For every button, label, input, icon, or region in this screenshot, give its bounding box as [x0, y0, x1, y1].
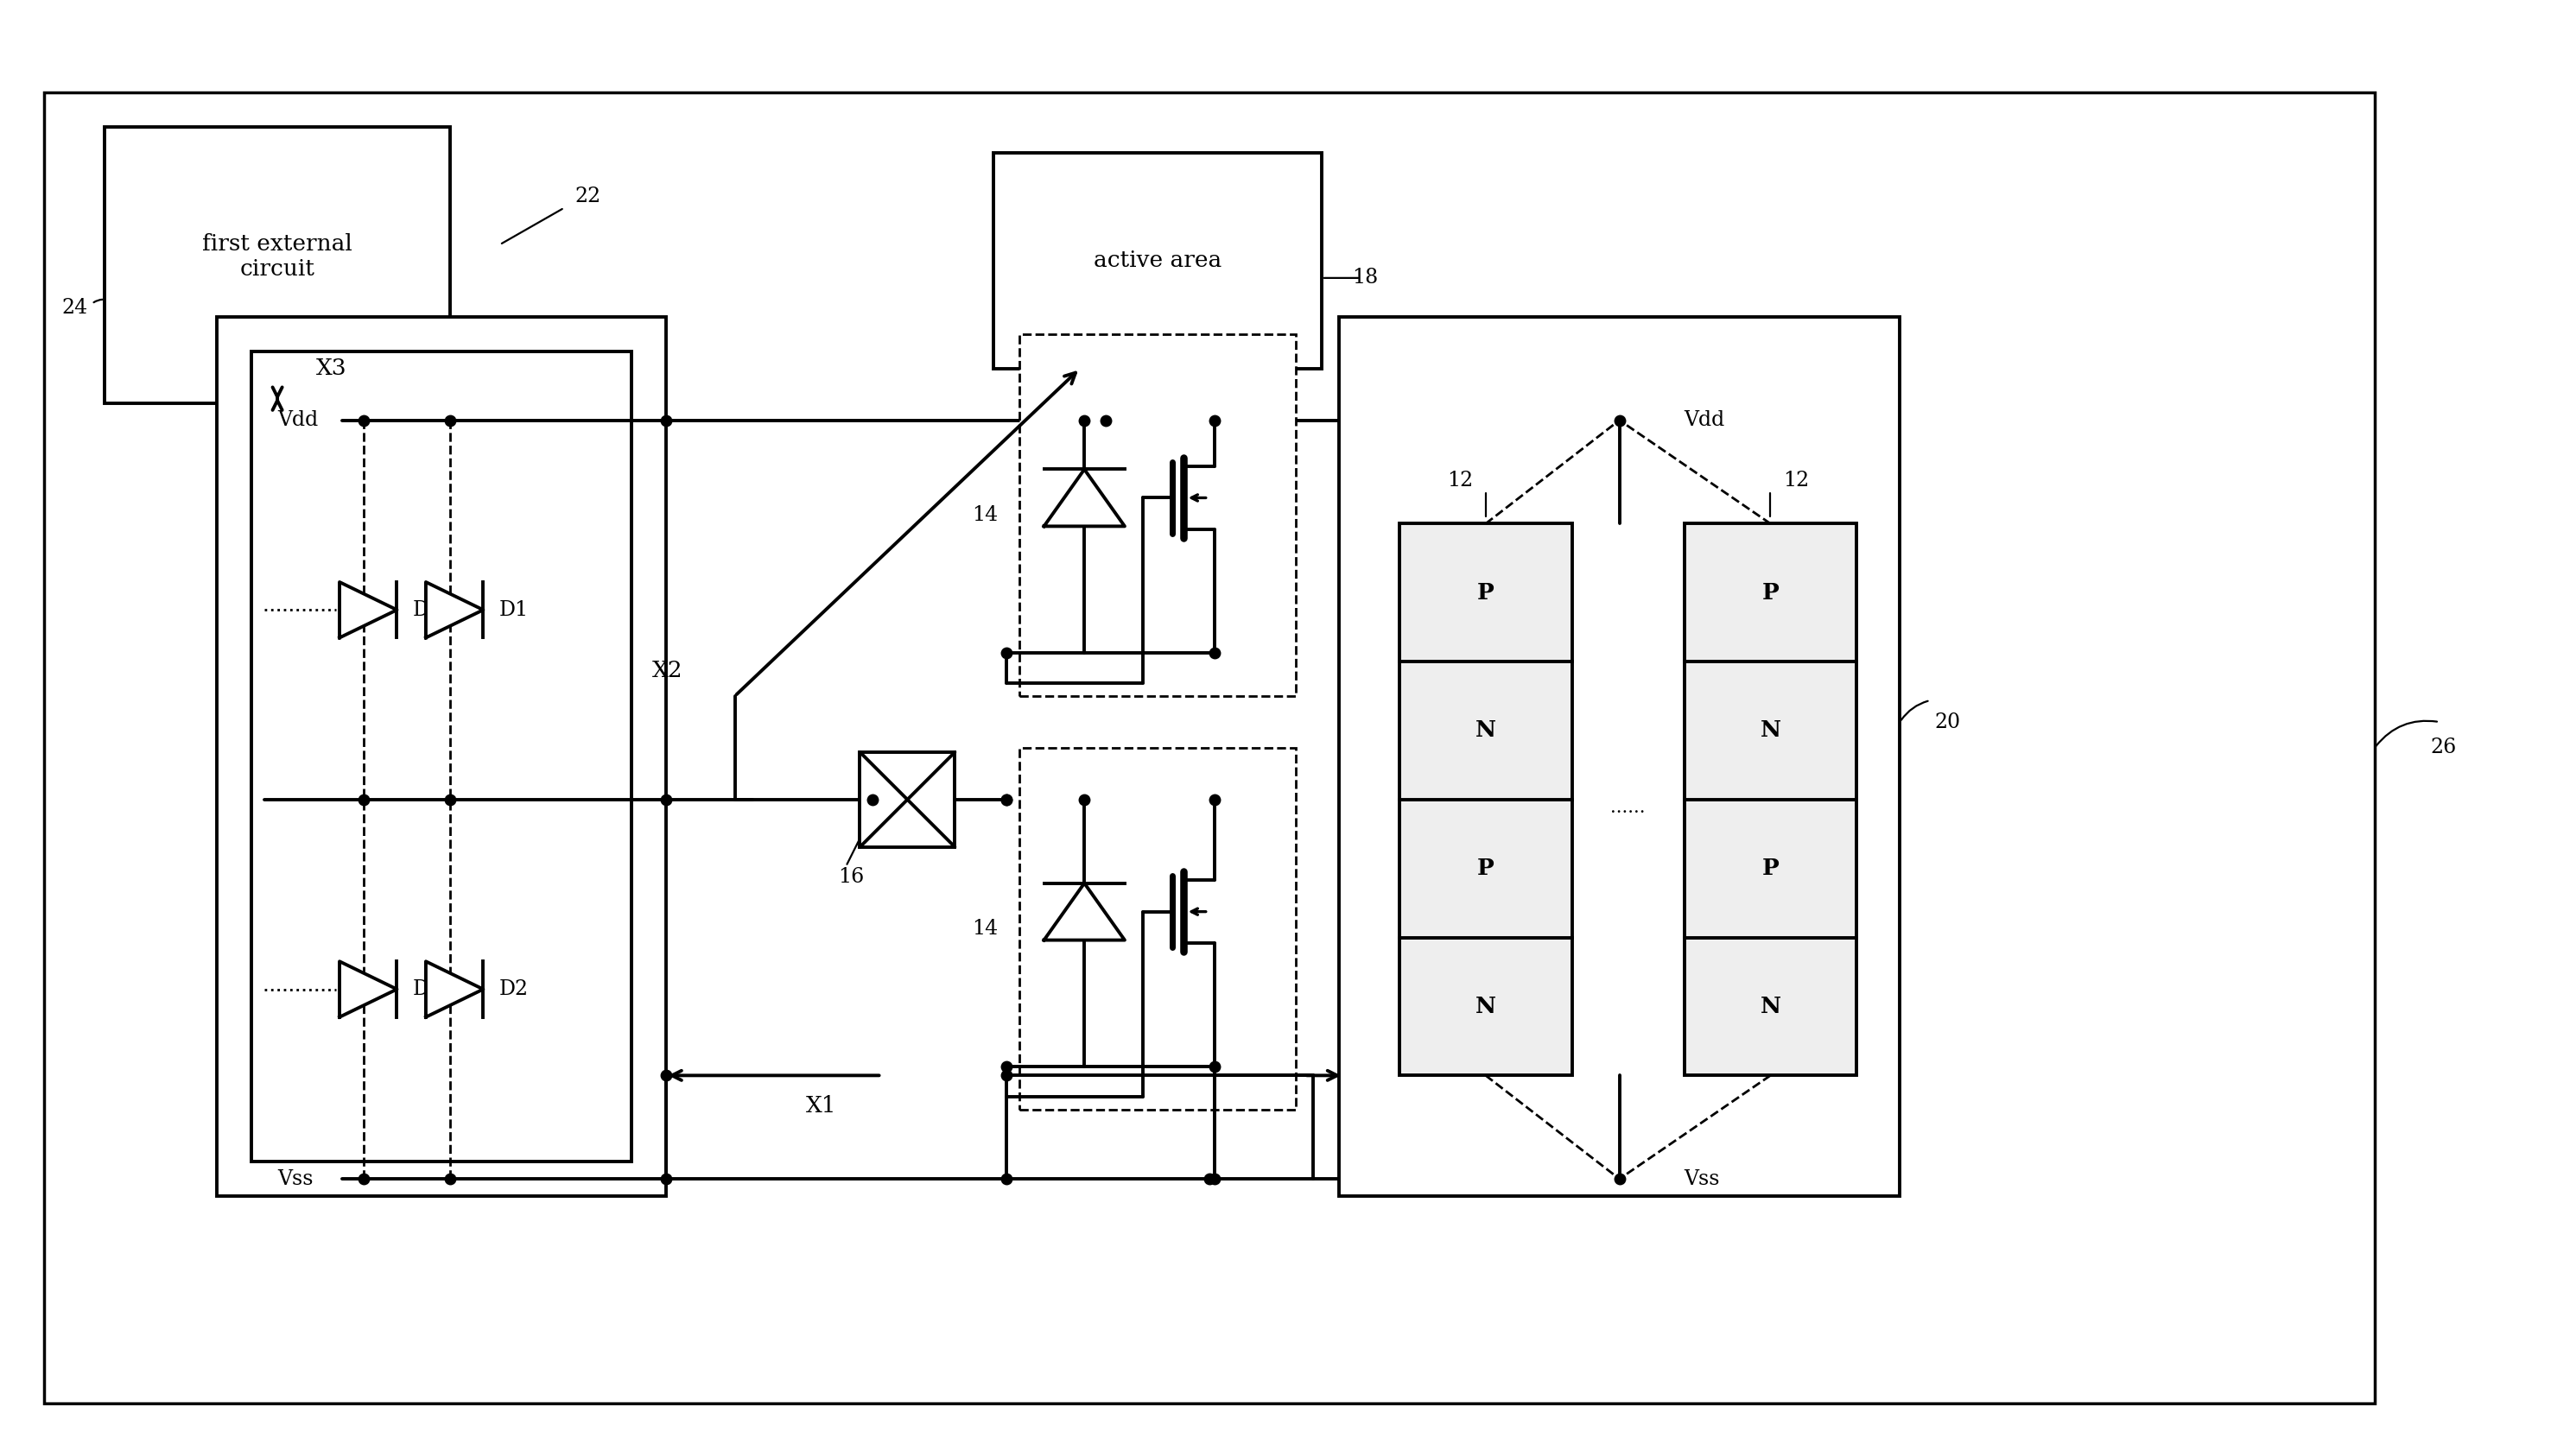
Polygon shape	[1043, 469, 1126, 526]
Bar	[1398, 799, 1573, 938]
Bar	[252, 351, 632, 1162]
Text: P: P	[1763, 858, 1778, 879]
Text: Vss: Vss	[1683, 1169, 1719, 1190]
Text: 16: 16	[838, 868, 864, 887]
Text: P: P	[1478, 582, 1493, 603]
Text: ......: ......	[1611, 799, 1645, 817]
Bar	[1683, 661, 1856, 799]
Polygon shape	[427, 961, 483, 1018]
Text: Vss: Vss	[278, 1169, 314, 1190]
Bar	[1020, 748, 1295, 1109]
Text: 26: 26	[2431, 738, 2457, 757]
Text: 12: 12	[1447, 470, 1473, 491]
Text: active area: active area	[1095, 250, 1221, 271]
Bar	[1683, 524, 1856, 661]
Text: N: N	[1760, 996, 1781, 1018]
Text: Vdd: Vdd	[278, 411, 319, 430]
Text: D1: D1	[414, 600, 442, 620]
Polygon shape	[1043, 884, 1126, 941]
Polygon shape	[427, 582, 483, 638]
Text: P: P	[1478, 858, 1493, 879]
Text: X1: X1	[807, 1095, 835, 1117]
Text: 14: 14	[971, 919, 997, 939]
Text: N: N	[1475, 719, 1496, 741]
Bar	[105, 127, 450, 403]
Text: first external
circuit: first external circuit	[203, 233, 352, 280]
Text: N: N	[1760, 719, 1781, 741]
Bar	[216, 317, 666, 1197]
Bar	[1683, 799, 1856, 938]
Polygon shape	[339, 582, 396, 638]
Text: 12: 12	[1784, 470, 1809, 491]
Bar	[1020, 333, 1295, 696]
Text: D2: D2	[499, 980, 529, 999]
Bar	[861, 753, 956, 847]
Text: D1: D1	[499, 600, 529, 620]
Bar	[1398, 938, 1573, 1076]
Text: 24: 24	[62, 298, 87, 317]
Text: P: P	[1763, 582, 1778, 603]
Text: 18: 18	[1352, 268, 1378, 288]
Text: D2: D2	[414, 980, 442, 999]
Text: 20: 20	[1935, 712, 1961, 732]
Bar	[995, 153, 1321, 368]
Bar	[1339, 317, 1899, 1197]
Text: 22: 22	[576, 186, 601, 205]
Text: 14: 14	[971, 505, 997, 526]
Text: Vdd: Vdd	[1683, 411, 1724, 430]
Text: X3: X3	[316, 358, 347, 379]
Polygon shape	[339, 961, 396, 1018]
Bar	[1398, 524, 1573, 661]
Bar	[1398, 661, 1573, 799]
Bar	[1683, 938, 1856, 1076]
Text: N: N	[1475, 996, 1496, 1018]
Text: X2: X2	[653, 660, 684, 681]
